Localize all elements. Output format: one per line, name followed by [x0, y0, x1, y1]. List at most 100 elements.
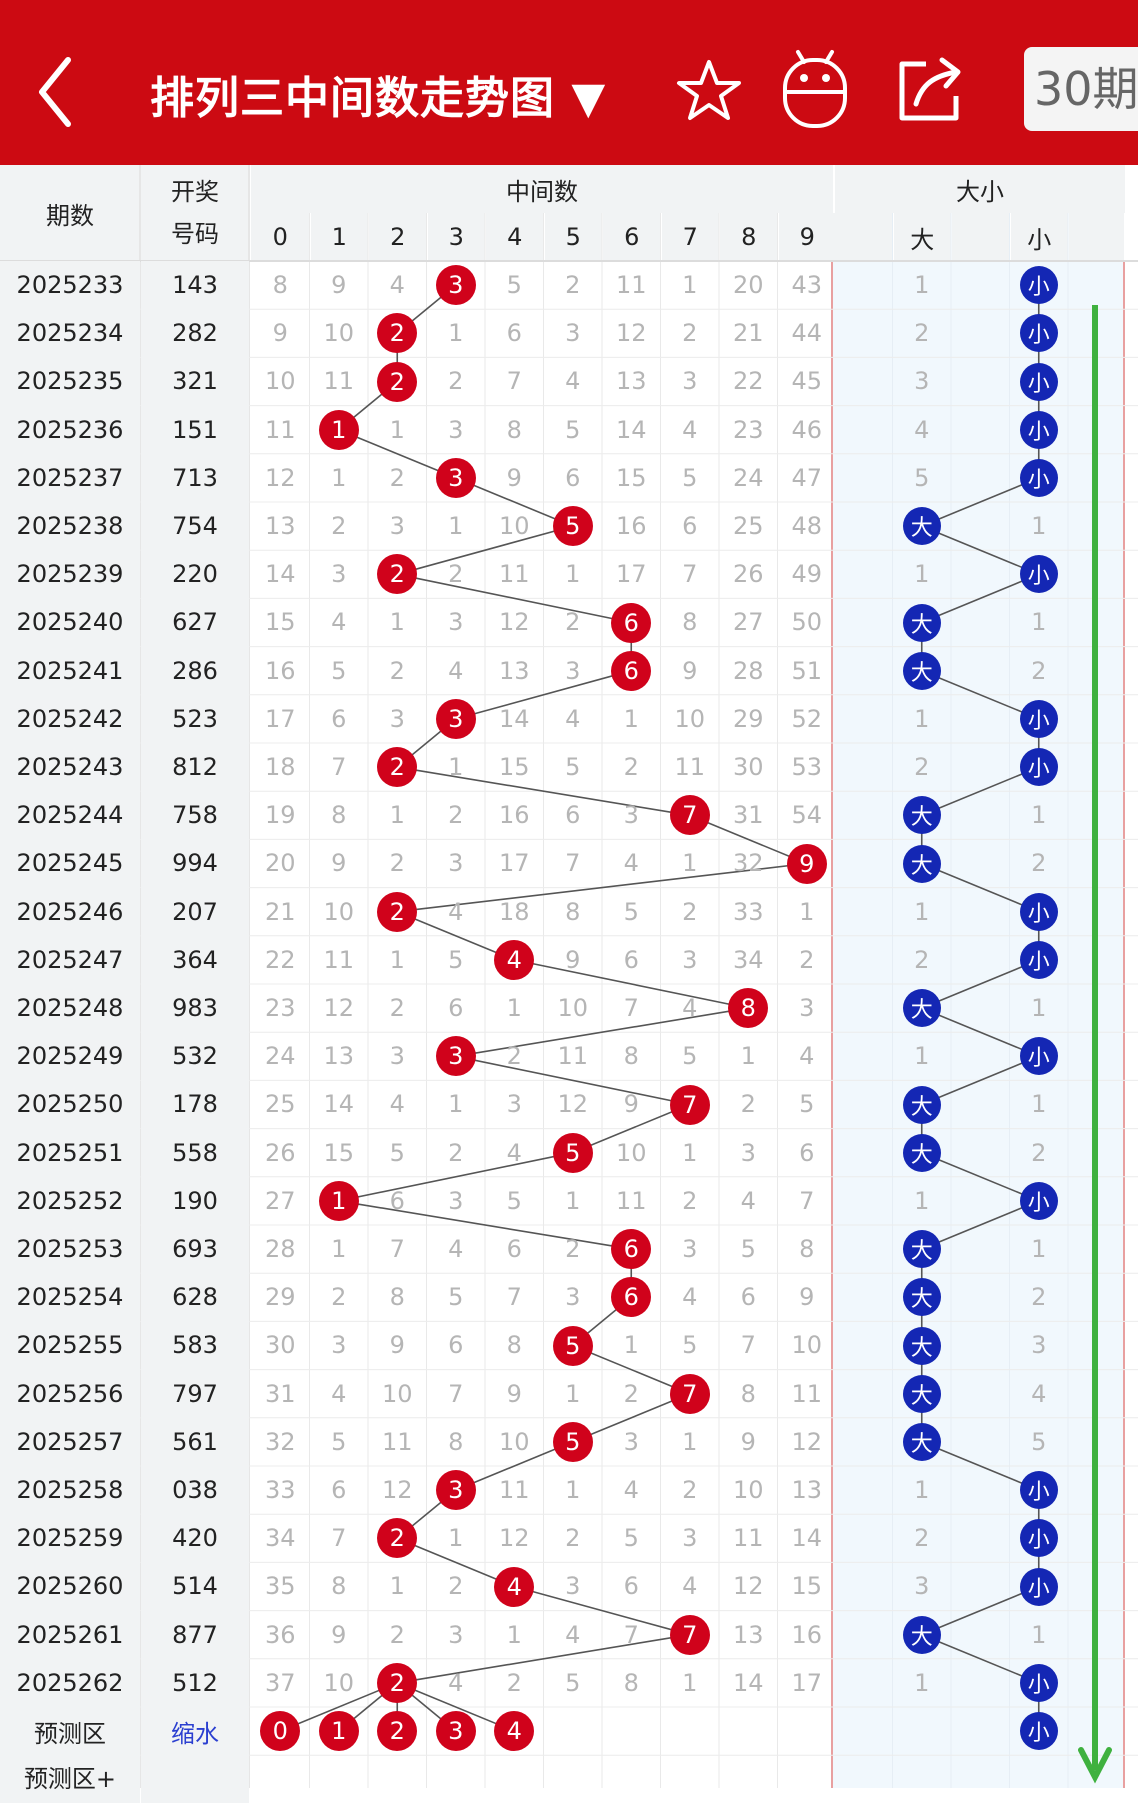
miss-value: 3: [331, 1331, 347, 1360]
miss-value: 11: [615, 1186, 647, 1215]
miss-value: 54: [791, 801, 823, 830]
predict-ball[interactable]: 2: [377, 1711, 418, 1752]
mid-ball: 9: [786, 843, 827, 884]
back-arrow-icon[interactable]: [34, 52, 94, 132]
draw-cell: 628: [141, 1273, 249, 1322]
miss-value: 7: [799, 1186, 815, 1215]
size-line-segment: [921, 669, 1040, 720]
size-miss-big: 1: [914, 897, 930, 926]
miss-value: 3: [740, 1138, 756, 1167]
mid-ball: 7: [669, 1373, 710, 1414]
digit-header-2: 2: [368, 213, 427, 261]
miss-value: 14: [264, 560, 296, 589]
star-icon[interactable]: [676, 58, 742, 124]
size-miss-big: 1: [914, 1186, 930, 1215]
miss-value: 5: [623, 1524, 639, 1553]
predict-ball[interactable]: 1: [318, 1711, 359, 1752]
miss-value: 11: [791, 1379, 823, 1408]
miss-value: 53: [791, 753, 823, 782]
draw-cell: 713: [141, 453, 249, 502]
miss-value: 25: [732, 512, 764, 541]
miss-value: 7: [623, 1620, 639, 1649]
miss-value: 9: [799, 1283, 815, 1312]
period-cell: 2025262: [0, 1658, 140, 1707]
mid-ball: 2: [377, 313, 418, 354]
miss-value: 5: [331, 1427, 347, 1456]
miss-value: 14: [323, 1090, 355, 1119]
trend-line-segment: [338, 1151, 573, 1202]
predict-ball[interactable]: 0: [260, 1711, 301, 1752]
digit-header-0: 0: [251, 213, 310, 261]
miss-value: 13: [615, 367, 647, 396]
miss-value: 6: [448, 1331, 464, 1360]
miss-value: 3: [682, 367, 698, 396]
size-miss-small: 1: [1031, 1235, 1047, 1264]
size-miss-big: 2: [914, 753, 930, 782]
draw-cell: 983: [141, 984, 249, 1033]
miss-value: 3: [565, 1283, 581, 1312]
size-ball-big: 大: [902, 1133, 941, 1172]
size-miss-big: 1: [914, 271, 930, 300]
miss-value: 4: [623, 1476, 639, 1505]
miss-value: 4: [331, 608, 347, 637]
group-size-header: 大小: [835, 165, 1125, 213]
trend-table: 期数 开奖 号码 中间数 大小 0 1 2 3 4 5 6 7 8 9 大小 2025233 143 8 9 4 5 2 11…: [0, 165, 1138, 1803]
miss-value: 2: [448, 1572, 464, 1601]
miss-value: 11: [323, 367, 355, 396]
miss-value: 11: [557, 1042, 589, 1071]
period-select-button[interactable]: 30期: [1024, 47, 1138, 131]
digit-header-6: 6: [602, 213, 661, 261]
miss-value: 4: [799, 1042, 815, 1071]
draw-cell: 178: [141, 1080, 249, 1129]
draw-cell: 523: [141, 694, 249, 743]
mid-ball: 4: [494, 1566, 535, 1607]
miss-value: 1: [565, 1379, 581, 1408]
predict-ball[interactable]: 4: [494, 1711, 535, 1752]
size-miss-big: 5: [914, 463, 930, 492]
miss-value: 1: [506, 994, 522, 1023]
miss-value: 1: [682, 849, 698, 878]
miss-value: 15: [791, 1572, 823, 1601]
miss-value: 2: [448, 801, 464, 830]
miss-value: 12: [791, 1427, 823, 1456]
miss-value: 11: [323, 945, 355, 974]
period-cell: 2025254: [0, 1273, 140, 1322]
miss-value: 2: [682, 1186, 698, 1215]
predict-ball[interactable]: 3: [435, 1711, 476, 1752]
mid-ball: 6: [611, 1277, 652, 1318]
size-ball-small: 小: [1019, 410, 1058, 449]
miss-value: 1: [331, 463, 347, 492]
size-miss-small: 2: [1031, 656, 1047, 685]
draw-cell: 754: [141, 502, 249, 551]
miss-value: 13: [498, 656, 530, 685]
miss-value: 8: [682, 608, 698, 637]
miss-value: 1: [740, 1042, 756, 1071]
miss-value: 3: [799, 994, 815, 1023]
robot-icon[interactable]: [780, 48, 850, 130]
miss-value: 3: [565, 1572, 581, 1601]
digit-header-5: 5: [543, 213, 602, 261]
miss-value: 2: [623, 753, 639, 782]
predict-size-ball[interactable]: 小: [1019, 1712, 1058, 1751]
miss-value: 4: [448, 656, 464, 685]
miss-value: 5: [506, 1186, 522, 1215]
miss-value: 24: [732, 463, 764, 492]
size-ball-small: 小: [1019, 555, 1058, 594]
size-ball-big: 大: [902, 1422, 941, 1461]
miss-value: 15: [264, 608, 296, 637]
page-title[interactable]: 排列三中间数走势图 ▼: [150, 73, 607, 124]
mid-ball: 3: [435, 1036, 476, 1077]
miss-value: 17: [498, 849, 530, 878]
miss-value: 20: [732, 271, 764, 300]
size-miss-small: 5: [1031, 1427, 1047, 1456]
draw-cell: 797: [141, 1369, 249, 1418]
draw-cell: 994: [141, 839, 249, 888]
period-cell: 2025250: [0, 1080, 140, 1129]
period-cell: 2025247: [0, 935, 140, 984]
miss-value: 11: [615, 271, 647, 300]
digit-header-7: 7: [660, 213, 719, 261]
share-icon[interactable]: [894, 54, 966, 126]
miss-value: 4: [448, 1235, 464, 1264]
predict-shrink-link[interactable]: 缩水: [141, 1707, 249, 1756]
miss-value: 8: [272, 271, 288, 300]
